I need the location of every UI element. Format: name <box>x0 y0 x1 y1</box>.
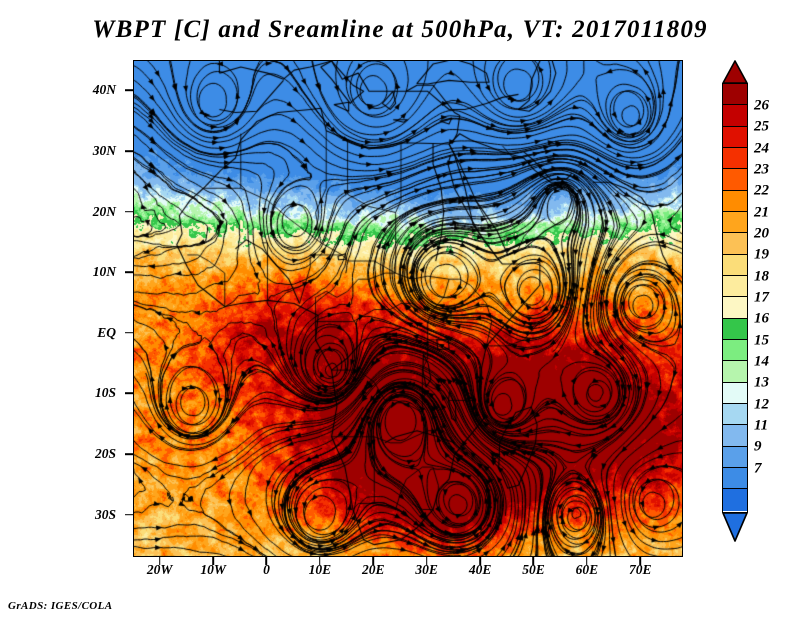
latitude-label: 40N <box>92 82 116 98</box>
latitude-tick <box>125 150 133 152</box>
latitude-label: 20N <box>92 203 116 219</box>
longitude-tick <box>479 557 481 565</box>
colorbar-bottom-arrow <box>722 512 748 542</box>
longitude-label: 10E <box>308 562 332 577</box>
colorbar-tick-label: 7 <box>754 460 762 477</box>
colorbar <box>722 83 748 513</box>
longitude-tick <box>425 557 428 565</box>
colorbar-tick-label: 22 <box>754 182 769 199</box>
latitude-label: 30S <box>94 506 116 522</box>
colorbar-band <box>723 297 747 319</box>
latitude-tick <box>125 331 133 334</box>
longitude-tick <box>532 557 535 565</box>
colorbar-tick-label: 24 <box>754 140 769 157</box>
latitude-tick <box>125 513 133 516</box>
latitude-label: 20S <box>94 445 116 461</box>
colorbar-band <box>723 233 747 255</box>
longitude-label: 50E <box>522 562 545 577</box>
colorbar-band <box>723 318 747 340</box>
colorbar-band <box>723 425 747 447</box>
latitude-label: 10N <box>92 264 116 280</box>
longitude-label: 70E <box>629 562 652 577</box>
longitude-label: 20W <box>146 562 173 577</box>
colorbar-tick-label: 17 <box>754 289 769 306</box>
longitude-label: 0 <box>263 562 270 577</box>
colorbar-tick-label: 19 <box>754 246 769 263</box>
latitude-tick <box>125 453 133 455</box>
colorbar-band <box>723 489 747 511</box>
colorbar-band <box>723 254 747 276</box>
longitude-label: 30E <box>415 562 438 577</box>
colorbar-tick-label: 16 <box>754 310 769 327</box>
colorbar-band <box>723 211 747 234</box>
map-plot-area <box>133 60 683 557</box>
longitude-label: 60E <box>575 562 599 577</box>
longitude-label: 40E <box>468 562 492 577</box>
longitude-tick <box>265 557 268 565</box>
colorbar-tick-label: 9 <box>754 438 762 455</box>
page-title: WBPT [C] and Sreamline at 500hPa, VT: 20… <box>92 16 708 43</box>
longitude-tick <box>639 557 642 565</box>
colorbar-tick-label: 11 <box>754 417 769 434</box>
colorbar-tick-label: 25 <box>754 118 769 135</box>
latitude-label: EQ <box>97 324 116 340</box>
colorbar-band <box>723 105 747 127</box>
longitude-tick <box>158 557 161 565</box>
colorbar-band <box>723 169 747 191</box>
attribution-footer: GrADS: IGES/COLA <box>8 600 113 612</box>
colorbar-tick-label: 23 <box>754 161 769 178</box>
longitude-label: 20E <box>362 562 385 577</box>
colorbar-band <box>723 467 747 490</box>
latitude-label: 30N <box>92 142 116 158</box>
longitude-tick <box>319 557 321 565</box>
colorbar-band <box>723 190 747 212</box>
latitude-tick <box>125 392 133 395</box>
colorbar-band <box>723 84 747 106</box>
longitude-label: 10W <box>200 562 226 577</box>
colorbar-tick-label: 26 <box>754 97 769 114</box>
colorbar-band <box>723 126 747 148</box>
colorbar-tick-label: 20 <box>754 225 769 242</box>
colorbar-tick-label: 15 <box>754 332 769 349</box>
latitude-tick <box>125 89 133 92</box>
latitude-tick <box>125 271 133 273</box>
colorbar-band <box>723 382 747 404</box>
colorbar-band <box>723 147 747 170</box>
colorbar-band <box>723 446 747 468</box>
longitude-tick <box>212 557 214 565</box>
colorbar-tick-label: 18 <box>754 268 769 285</box>
colorbar-tick-label: 21 <box>754 204 769 221</box>
coastline-overlay <box>134 61 682 556</box>
longitude-tick <box>586 557 588 565</box>
latitude-tick <box>125 210 133 213</box>
colorbar-band <box>723 403 747 426</box>
colorbar-top-arrow <box>722 60 748 84</box>
colorbar-band <box>723 339 747 362</box>
colorbar-tick-label: 12 <box>754 396 769 413</box>
longitude-tick <box>372 557 375 565</box>
colorbar-tick-label: 13 <box>754 374 769 391</box>
colorbar-band <box>723 275 747 298</box>
colorbar-band <box>723 361 747 383</box>
latitude-label: 10S <box>94 385 116 401</box>
colorbar-tick-label: 14 <box>754 353 769 370</box>
